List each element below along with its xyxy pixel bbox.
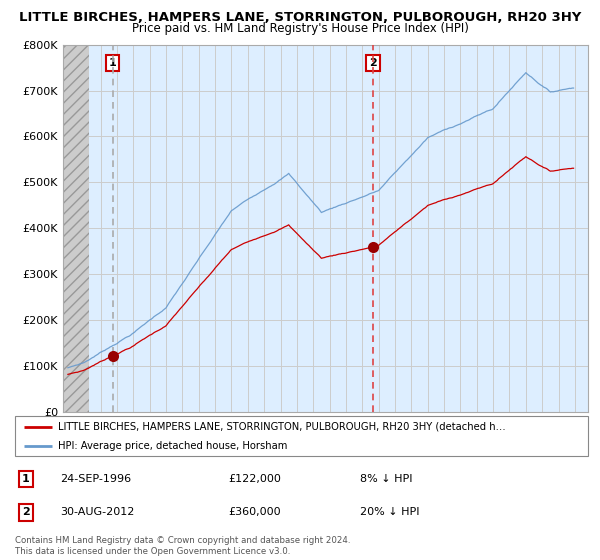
FancyBboxPatch shape xyxy=(15,416,588,456)
Text: £122,000: £122,000 xyxy=(228,474,281,484)
Text: 1: 1 xyxy=(22,474,29,484)
Text: 1: 1 xyxy=(109,58,116,68)
Text: LITTLE BIRCHES, HAMPERS LANE, STORRINGTON, PULBOROUGH, RH20 3HY (detached h…: LITTLE BIRCHES, HAMPERS LANE, STORRINGTO… xyxy=(58,422,506,432)
Text: £360,000: £360,000 xyxy=(228,507,281,517)
Text: HPI: Average price, detached house, Horsham: HPI: Average price, detached house, Hors… xyxy=(58,441,287,450)
Text: 24-SEP-1996: 24-SEP-1996 xyxy=(60,474,131,484)
Text: 2: 2 xyxy=(22,507,29,517)
Text: Price paid vs. HM Land Registry's House Price Index (HPI): Price paid vs. HM Land Registry's House … xyxy=(131,22,469,35)
Text: 8% ↓ HPI: 8% ↓ HPI xyxy=(360,474,413,484)
Bar xyxy=(63,45,89,412)
Text: 30-AUG-2012: 30-AUG-2012 xyxy=(60,507,134,517)
Text: 20% ↓ HPI: 20% ↓ HPI xyxy=(360,507,419,517)
Text: 2: 2 xyxy=(369,58,377,68)
Text: LITTLE BIRCHES, HAMPERS LANE, STORRINGTON, PULBOROUGH, RH20 3HY: LITTLE BIRCHES, HAMPERS LANE, STORRINGTO… xyxy=(19,11,581,24)
Text: Contains HM Land Registry data © Crown copyright and database right 2024.
This d: Contains HM Land Registry data © Crown c… xyxy=(15,536,350,556)
